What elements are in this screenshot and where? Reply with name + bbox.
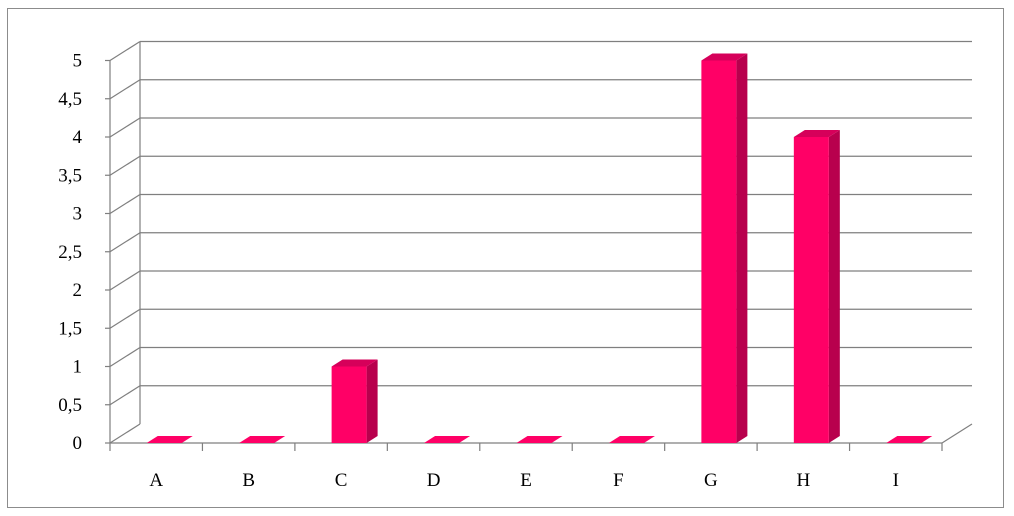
bar-top	[424, 436, 471, 443]
bar-F	[608, 436, 655, 443]
floor-right-edge	[941, 423, 973, 444]
y-tick-label: 4	[73, 127, 83, 148]
gridline-diagonal	[109, 270, 141, 291]
y-tick-label: 4,5	[58, 89, 82, 110]
gridline-diagonal	[109, 232, 141, 253]
bar-H	[793, 130, 840, 443]
y-tick-label: 1,5	[58, 318, 82, 339]
y-tick-label: 5	[73, 51, 83, 72]
axes	[105, 41, 973, 451]
bar-side	[736, 53, 748, 443]
x-tick-label: H	[796, 470, 810, 491]
bar-front	[331, 366, 367, 443]
bar-top	[701, 53, 748, 61]
x-tick-label: I	[893, 470, 899, 491]
bar-side	[828, 130, 840, 443]
gridline-diagonal	[109, 117, 141, 138]
bar-A	[146, 436, 193, 443]
y-tick-label: 2	[73, 280, 83, 301]
gridline-diagonal	[109, 308, 141, 329]
bar-front	[793, 137, 829, 443]
x-tick-label: C	[335, 470, 348, 491]
y-tick-label: 0	[73, 433, 83, 454]
gridline-diagonal	[109, 155, 141, 176]
x-tick-label: F	[613, 470, 624, 491]
y-tick-label: 0,5	[58, 395, 82, 416]
bar-side	[366, 359, 378, 443]
bar-I	[886, 436, 933, 443]
y-tick-label: 3,5	[58, 165, 82, 186]
bar-B	[239, 436, 286, 443]
gridline-diagonal	[109, 40, 141, 62]
gridlines	[109, 40, 972, 444]
y-tick-label: 3	[73, 204, 83, 225]
x-tick-label: D	[427, 470, 441, 491]
gridline-diagonal	[109, 79, 141, 100]
y-tick-labels: 0 0,5 1 1,5 2 2,5 3 3,5 4 4,5 5	[58, 51, 82, 455]
bar-G	[701, 53, 748, 443]
x-category-labels: A B C D E F G H I	[149, 470, 899, 491]
x-tick-label: B	[242, 470, 255, 491]
y-tick-label: 2,5	[58, 242, 82, 263]
bar-top	[146, 436, 193, 443]
x-tick-label: E	[520, 470, 532, 491]
bars	[146, 53, 933, 443]
bar-D	[424, 436, 471, 443]
gridline-diagonal	[109, 193, 141, 215]
bar-top	[331, 359, 378, 367]
y-tick-label: 1	[73, 357, 83, 378]
x-tick-label: G	[704, 470, 718, 491]
gridline-diagonal	[109, 346, 141, 368]
bar-top	[886, 436, 933, 443]
bar-E	[516, 436, 563, 443]
bar-front	[701, 60, 737, 443]
x-tick-label: A	[149, 470, 163, 491]
bar-top	[608, 436, 655, 443]
gridline-diagonal	[109, 423, 141, 444]
bar-top	[793, 130, 840, 137]
gridline-diagonal	[109, 385, 141, 406]
bar-top	[239, 436, 286, 443]
bar-top	[516, 436, 563, 443]
bar-C	[331, 359, 378, 443]
